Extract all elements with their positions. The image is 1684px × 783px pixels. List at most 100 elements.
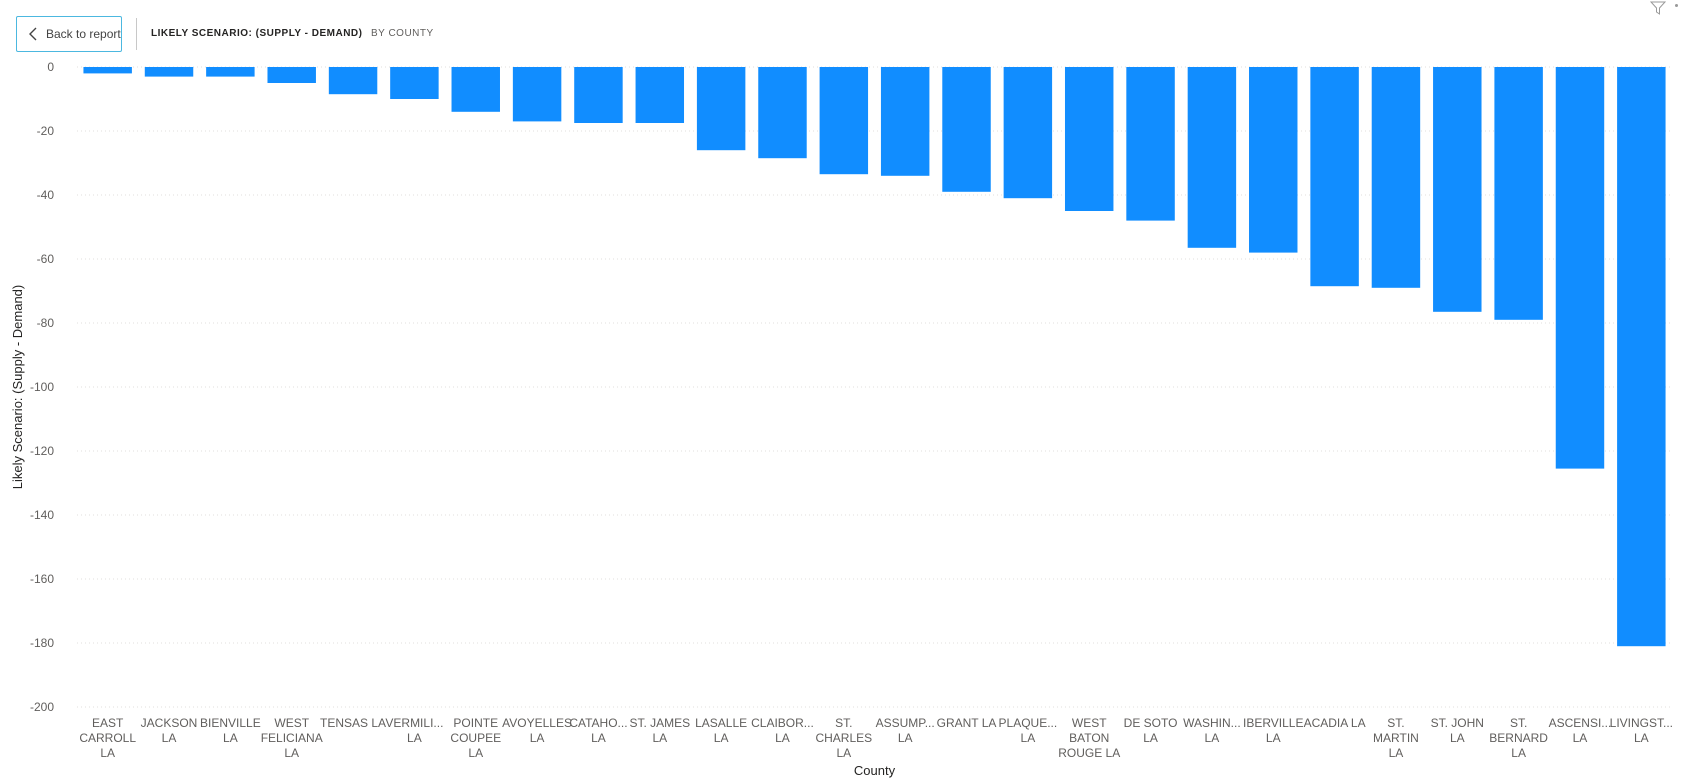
x-tick-label-line: LA <box>530 731 545 745</box>
x-tick-label: DE SOTO LA <box>1124 716 1178 745</box>
bars <box>83 67 1666 647</box>
y-tick-label: -20 <box>37 124 55 138</box>
x-tick-label-line: LA <box>223 731 238 745</box>
x-tick-label: ST. MARTIN LA <box>1373 716 1419 760</box>
x-tick-label-line: LA <box>1511 746 1526 760</box>
bar[interactable] <box>696 67 746 151</box>
x-tick-label-line: LA <box>1634 731 1649 745</box>
bar[interactable] <box>1433 67 1482 312</box>
x-tick-label-line: LA <box>407 731 422 745</box>
bar[interactable] <box>144 67 194 77</box>
y-tick-label: -60 <box>37 252 55 266</box>
x-tick-label: EAST CARROLL LA <box>79 716 136 760</box>
bar[interactable] <box>1494 67 1543 320</box>
x-tick-label: LASALLE LA <box>695 716 747 745</box>
gridlines <box>77 66 1672 708</box>
x-tick-label-line: WEST <box>274 716 309 730</box>
x-tick-label-line: WASHIN... <box>1183 716 1241 730</box>
x-tick-label-line: LA <box>652 731 667 745</box>
x-tick-label: CATAHO... LA <box>569 716 627 745</box>
bar[interactable] <box>1249 67 1298 253</box>
x-tick-label-line: LA <box>100 746 115 760</box>
x-tick-label-line: ST. <box>1387 716 1404 730</box>
x-tick-label: TENSAS LA <box>320 716 386 730</box>
x-tick-label: ST. JAMES LA <box>629 716 690 745</box>
visual-title: LIKELY SCENARIO: (SUPPLY - DEMAND) <box>151 28 363 39</box>
bar[interactable] <box>574 67 623 123</box>
x-tick-label-line: BIENVILLE <box>200 716 261 730</box>
y-tick-label: 0 <box>47 60 54 74</box>
x-tick-label-line: ASSUMP... <box>876 716 935 730</box>
x-tick-label-line: LA <box>898 731 913 745</box>
bar[interactable] <box>512 67 562 122</box>
visual-subtitle: BY COUNTY <box>371 28 434 39</box>
x-tick-label-line: COUPEE <box>450 731 501 745</box>
x-tick-label: WEST FELICIANA LA <box>261 716 323 760</box>
back-to-report-button[interactable]: Back to report <box>16 16 122 52</box>
x-tick-label-line: LA <box>1389 746 1404 760</box>
x-tick-label: CLAIBOR... LA <box>751 716 814 745</box>
x-tick-label: IBERVILLE LA <box>1243 716 1303 745</box>
bar[interactable] <box>1126 67 1175 221</box>
bar[interactable] <box>1617 67 1666 647</box>
bar[interactable] <box>1003 67 1053 199</box>
y-tick-label: -160 <box>30 572 54 586</box>
x-tick-label-line: DE SOTO <box>1124 716 1178 730</box>
x-tick-label-line: CATAHO... <box>569 716 627 730</box>
bar[interactable] <box>1555 67 1605 469</box>
x-tick-label-line: TENSAS LA <box>320 716 386 730</box>
x-tick-label-line: ST. JAMES <box>629 716 690 730</box>
x-tick-label-line: LA <box>1266 731 1281 745</box>
more-options-icon[interactable] <box>1675 4 1678 7</box>
x-tick-label: ACADIA LA <box>1304 716 1366 730</box>
y-axis-title: Likely Scenario: (Supply - Demand) <box>10 285 25 489</box>
x-tick-label-line: LIVINGST... <box>1610 716 1673 730</box>
bar[interactable] <box>758 67 807 159</box>
bar[interactable] <box>1064 67 1114 211</box>
x-tick-label-line: LA <box>714 731 729 745</box>
x-tick-label-line: ACADIA LA <box>1304 716 1366 730</box>
bar[interactable] <box>451 67 500 112</box>
x-tick-label-line: LASALLE <box>695 716 747 730</box>
x-tick-label: ASSUMP... LA <box>876 716 935 745</box>
y-tick-label: -140 <box>30 508 54 522</box>
x-axis-title: County <box>854 763 896 778</box>
x-tick-label-line: CARROLL <box>79 731 136 745</box>
x-tick-label-line: LA <box>468 746 483 760</box>
y-tick-label: -80 <box>37 316 55 330</box>
x-tick-label-line: CLAIBOR... <box>751 716 814 730</box>
y-tick-label: -180 <box>30 636 54 650</box>
bar[interactable] <box>880 67 930 176</box>
x-tick-label-line: LA <box>591 731 606 745</box>
header-divider <box>136 18 137 50</box>
x-tick-label-line: EAST <box>92 716 124 730</box>
x-tick-label: AVOYELLES LA <box>502 716 572 745</box>
back-to-report-label: Back to report <box>46 27 121 41</box>
x-tick-label: GRANT LA <box>937 716 997 730</box>
x-tick-label: BIENVILLE LA <box>200 716 261 745</box>
x-tick-label-line: BATON <box>1069 731 1109 745</box>
bar[interactable] <box>206 67 255 77</box>
bar[interactable] <box>1371 67 1421 288</box>
bar[interactable] <box>819 67 869 175</box>
x-tick-label-line: LA <box>1143 731 1158 745</box>
x-tick-label-line: WEST <box>1072 716 1107 730</box>
bar[interactable] <box>1187 67 1237 248</box>
x-tick-label-line: CHARLES <box>815 731 872 745</box>
bar[interactable] <box>1310 67 1359 287</box>
x-tick-label-line: GRANT LA <box>937 716 997 730</box>
bar[interactable] <box>267 67 316 83</box>
bar[interactable] <box>942 67 991 192</box>
bar[interactable] <box>83 67 132 74</box>
x-tick-label-line: LA <box>1450 731 1465 745</box>
x-tick-label-line: AVOYELLES <box>502 716 572 730</box>
y-tick-label: -40 <box>37 188 55 202</box>
bar[interactable] <box>328 67 378 95</box>
bar[interactable] <box>390 67 439 99</box>
filter-icon[interactable] <box>1649 1 1667 15</box>
x-tick-label-line: BERNARD <box>1489 731 1548 745</box>
x-tick-label-line: LA <box>162 731 177 745</box>
bar[interactable] <box>635 67 685 123</box>
